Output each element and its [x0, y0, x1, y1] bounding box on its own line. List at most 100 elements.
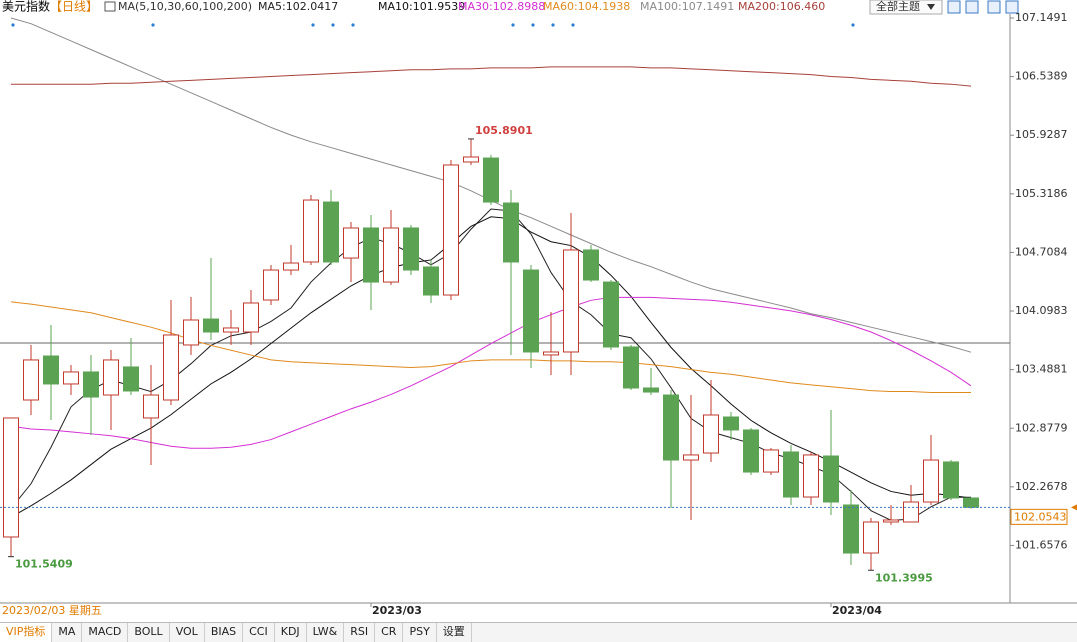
legend-entry: MA5:102.0417	[258, 0, 338, 13]
candle-body	[83, 371, 99, 398]
event-marker	[571, 23, 575, 27]
indicator-tab[interactable]: KDJ	[275, 623, 307, 642]
event-marker	[311, 23, 315, 27]
ma-params: MA(5,10,30,60,100,200)	[118, 0, 252, 13]
candle-body	[603, 281, 619, 348]
chart: 美元指数 【日线】 MA(5,10,30,60,100,200) 全部主题 20…	[0, 0, 1077, 617]
event-marker	[551, 23, 555, 27]
candle-body	[863, 521, 879, 554]
zoom-in-icon[interactable]	[947, 0, 961, 14]
candle-body	[63, 371, 79, 385]
candle-body	[903, 501, 919, 523]
candle-body	[343, 227, 359, 259]
extreme-label: 101.5409	[15, 558, 73, 571]
y-tick-label: 102.8779	[1015, 421, 1068, 434]
y-tick-label: 105.3186	[1015, 187, 1068, 200]
event-marker	[851, 23, 855, 27]
y-tick-label: 104.0983	[1015, 304, 1068, 317]
candle-body	[103, 359, 119, 396]
candle-body	[763, 449, 779, 473]
indicator-tab[interactable]: CCI	[243, 623, 275, 642]
candle-body	[803, 454, 819, 498]
candle-body	[643, 387, 659, 393]
candle-body	[403, 227, 419, 271]
candle-body	[203, 318, 219, 333]
indicator-tab[interactable]: PSY	[403, 623, 437, 642]
theme-dropdown[interactable]	[869, 0, 943, 15]
extreme-label: 105.8901	[475, 124, 533, 137]
event-marker	[331, 23, 335, 27]
y-tick-label: 105.9287	[1015, 128, 1068, 141]
candle-body	[783, 451, 799, 498]
period-label: 【日线】	[50, 0, 98, 14]
indicator-tab[interactable]: 设置	[437, 623, 472, 642]
y-tick-label: 102.2678	[1015, 480, 1068, 493]
indicator-tab[interactable]: CR	[375, 623, 404, 642]
candle-body	[623, 346, 639, 389]
settings-icon[interactable]	[1005, 0, 1019, 14]
current-price-label: 102.0543	[1014, 510, 1067, 523]
y-tick-label: 107.1491	[1015, 11, 1068, 24]
ma-line	[10, 296, 972, 449]
candle-body	[163, 334, 179, 401]
current-price-arrow	[1071, 504, 1077, 511]
legend-entry: MA10:101.9539	[378, 0, 465, 13]
candle-body	[543, 351, 559, 356]
candle-body	[463, 156, 479, 163]
x-tick-label: 2023/04	[832, 604, 882, 617]
theme-dropdown-label[interactable]: 全部主题	[876, 0, 920, 13]
zoom-out-icon[interactable]	[965, 0, 979, 14]
dropdown-arrow	[927, 4, 935, 10]
current-price-box	[1010, 508, 1068, 525]
event-marker	[351, 23, 355, 27]
candle-body	[723, 416, 739, 431]
x-tick-label: 2023/03	[372, 604, 422, 617]
indicator-tab[interactable]: VOL	[170, 623, 205, 642]
indicator-tab[interactable]: LW&	[307, 623, 345, 642]
chart-title: 美元指数	[2, 0, 50, 14]
candle-body	[243, 302, 259, 333]
candle-body	[923, 459, 939, 503]
candle-body	[363, 227, 379, 283]
candle-body	[843, 504, 859, 554]
candle-body	[23, 359, 39, 401]
indicator-tab[interactable]: MACD	[82, 623, 129, 642]
indicator-tab[interactable]: MA	[52, 623, 83, 642]
candle-body	[283, 262, 299, 271]
candle-body	[323, 201, 339, 263]
indicator-tab[interactable]: RSI	[344, 623, 376, 642]
extreme-label: 101.3995	[875, 571, 933, 584]
candle-body	[143, 394, 159, 419]
candle-body	[823, 455, 839, 503]
indicator-tab[interactable]: VIP指标	[0, 623, 53, 642]
candle-body	[303, 199, 319, 263]
ma-line	[10, 301, 971, 394]
ma-line	[11, 66, 972, 87]
event-marker	[11, 23, 15, 27]
candle-body	[503, 202, 519, 263]
cursor-date: 2023/02/03 星期五	[2, 604, 102, 617]
candle-body	[123, 366, 139, 392]
candle-body	[943, 461, 959, 499]
candle-body	[523, 269, 539, 353]
candle-body	[563, 249, 579, 353]
indicator-tab[interactable]: BIAS	[205, 623, 244, 642]
candle-body	[3, 417, 19, 538]
candle-body	[423, 266, 439, 296]
legend-entry: MA60:104.1938	[543, 0, 630, 13]
y-tick-label: 103.4881	[1015, 363, 1068, 376]
y-tick-label: 101.6576	[1015, 538, 1068, 551]
legend-entry: MA200:106.460	[738, 0, 825, 13]
candle-body	[183, 319, 199, 346]
candle-body	[263, 269, 279, 301]
candle-body	[743, 429, 759, 473]
layout-icon[interactable]	[987, 0, 1001, 14]
candle-body	[663, 394, 679, 461]
legend-entry: MA30:102.8988	[458, 0, 545, 13]
indicator-toolbar: VIP指标 MA MACD BOLL VOL BIAS CCI KDJ LW& RSI CR PSY 设…	[0, 622, 1077, 642]
candle-body	[583, 249, 599, 281]
indicator-tab[interactable]: BOLL	[128, 623, 170, 642]
event-marker	[151, 23, 155, 27]
candle-body	[483, 157, 499, 203]
